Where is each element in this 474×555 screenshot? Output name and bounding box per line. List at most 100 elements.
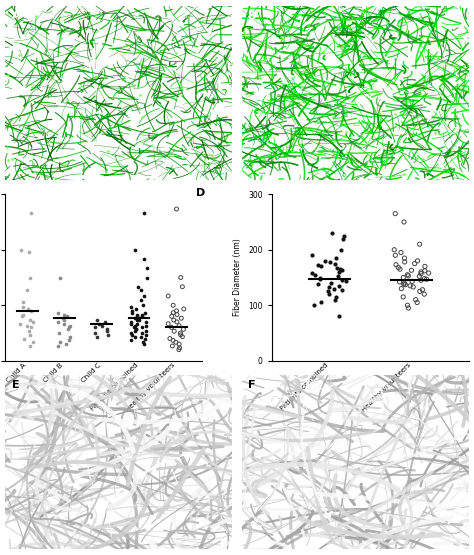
Point — [128, 329, 135, 337]
Point — [180, 325, 187, 334]
Point — [397, 248, 405, 257]
Point — [409, 277, 416, 286]
Point — [400, 292, 407, 301]
Point — [24, 321, 31, 330]
Point — [56, 273, 64, 282]
Point — [324, 287, 332, 296]
Point — [310, 301, 318, 310]
Point — [143, 264, 150, 273]
Point — [17, 319, 24, 328]
Point — [401, 280, 409, 289]
Point — [342, 277, 349, 286]
Point — [60, 316, 68, 325]
Point — [328, 279, 335, 287]
Point — [139, 323, 146, 332]
Point — [175, 345, 182, 354]
Point — [330, 284, 338, 293]
Point — [331, 259, 339, 268]
Point — [127, 336, 135, 345]
Point — [405, 304, 412, 312]
Point — [26, 330, 34, 339]
Point — [175, 340, 183, 349]
Point — [104, 330, 112, 339]
Point — [131, 321, 138, 330]
Point — [24, 305, 31, 314]
Point — [423, 275, 430, 284]
Point — [133, 316, 140, 325]
Point — [311, 270, 319, 279]
Point — [316, 273, 324, 282]
Point — [133, 310, 141, 319]
Point — [27, 208, 35, 217]
Point — [414, 256, 421, 265]
Point — [404, 270, 411, 279]
Point — [23, 286, 31, 295]
Point — [173, 205, 180, 214]
Point — [396, 278, 403, 286]
Point — [170, 316, 177, 325]
Point — [401, 279, 408, 287]
Point — [425, 269, 432, 278]
Point — [420, 274, 428, 283]
Point — [140, 291, 147, 300]
Point — [404, 271, 412, 280]
Point — [91, 329, 99, 337]
Point — [400, 273, 407, 282]
Point — [325, 290, 333, 299]
Point — [128, 330, 136, 339]
Point — [66, 332, 73, 341]
Point — [335, 281, 343, 290]
Point — [60, 310, 68, 319]
Point — [408, 266, 415, 275]
Point — [335, 271, 342, 280]
Point — [132, 325, 140, 334]
Point — [29, 338, 36, 347]
Point — [411, 259, 419, 268]
Point — [19, 302, 27, 311]
Text: D: D — [197, 188, 206, 198]
Point — [391, 245, 398, 254]
Point — [406, 281, 414, 290]
Point — [54, 308, 62, 317]
Point — [139, 338, 147, 347]
Point — [177, 329, 184, 337]
Point — [20, 334, 28, 343]
Point — [173, 306, 180, 315]
Point — [413, 298, 421, 307]
Point — [177, 330, 184, 339]
Point — [336, 265, 343, 274]
Point — [135, 282, 142, 291]
Point — [130, 323, 138, 332]
Y-axis label: Fiber Diameter (nm): Fiber Diameter (nm) — [233, 239, 242, 316]
Point — [131, 314, 139, 322]
Point — [65, 323, 73, 332]
Point — [170, 308, 177, 317]
Point — [132, 305, 139, 314]
Point — [421, 262, 428, 271]
Point — [420, 290, 428, 299]
Point — [103, 327, 111, 336]
Point — [99, 321, 106, 330]
Point — [132, 327, 139, 336]
Point — [338, 285, 346, 294]
Point — [309, 269, 316, 278]
Point — [400, 218, 408, 226]
Point — [421, 266, 428, 275]
Point — [64, 312, 71, 321]
Point — [135, 316, 143, 325]
Point — [340, 231, 347, 240]
Point — [131, 332, 138, 341]
Point — [18, 312, 26, 321]
Point — [137, 286, 145, 295]
Point — [128, 306, 136, 315]
Point — [317, 274, 324, 283]
Point — [171, 327, 178, 336]
Point — [138, 312, 146, 321]
Point — [101, 317, 109, 326]
Point — [417, 276, 425, 285]
Point — [25, 327, 32, 336]
Point — [326, 258, 334, 266]
Point — [416, 272, 423, 281]
Point — [143, 321, 150, 330]
Point — [139, 301, 146, 310]
